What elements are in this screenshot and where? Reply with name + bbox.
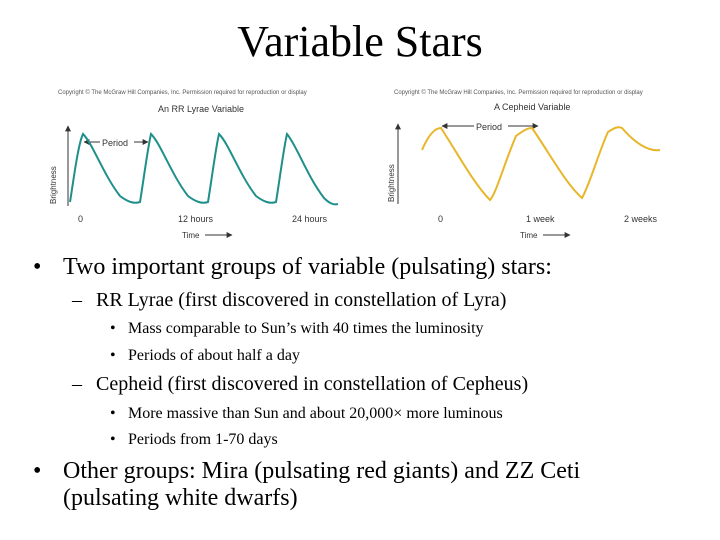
cepheid-copyright: Copyright © The McGraw Hill Companies, I… [394, 89, 643, 96]
rr-lyrae-figure: Copyright © The McGraw Hill Companies, I… [48, 84, 348, 244]
cepheid-period-label: Period [476, 122, 502, 132]
bullet-rr-lyrae-point-1: • Mass comparable to Sun’s with 40 times… [110, 319, 484, 339]
rr-lyrae-tick-2: 24 hours [292, 214, 328, 224]
bullet-marker: • [33, 458, 42, 484]
bullet-cepheid-point-1: • More massive than Sun and about 20,000… [110, 404, 503, 424]
bullet-cepheid: – Cepheid (first discovered in constella… [72, 372, 529, 396]
rr-lyrae-curve [69, 131, 339, 206]
bullet-groups: • Two important groups of variable (puls… [33, 254, 703, 281]
bullet-rr-lyrae-point-1-text: Mass comparable to Sun’s with 40 times t… [128, 320, 484, 337]
bullet-rr-lyrae: – RR Lyrae (first discovered in constell… [72, 288, 507, 312]
slide-title: Variable Stars [237, 17, 483, 66]
cepheid-xlabel: Time [520, 231, 538, 240]
rr-lyrae-period-label: Period [102, 138, 128, 148]
cepheid-tick-2: 2 weeks [624, 214, 658, 224]
rr-lyrae-period-bg [100, 136, 134, 148]
rr-lyrae-xlabel: Time [182, 231, 200, 240]
bullet-rr-lyrae-point-2: • Periods of about half a day [110, 346, 300, 366]
dash-marker: – [72, 373, 82, 395]
bullet-other-groups-line-1: Other groups: Mira (pulsating red giants… [63, 458, 581, 484]
dash-marker: – [72, 289, 82, 311]
cepheid-figure: Copyright © The McGraw Hill Companies, I… [386, 84, 676, 244]
cepheid-tick-1: 1 week [526, 214, 555, 224]
rr-lyrae-copyright: Copyright © The McGraw Hill Companies, I… [58, 89, 307, 96]
bullet-marker: • [33, 254, 42, 280]
cepheid-curve [421, 126, 661, 202]
bullet-marker: • [110, 405, 116, 422]
rr-lyrae-ylabel: Brightness [49, 166, 58, 204]
bullet-marker: • [110, 320, 116, 337]
bullet-groups-text: Two important groups of variable (pulsat… [63, 254, 552, 280]
bullet-other-groups: • Other groups: Mira (pulsating red gian… [33, 458, 703, 512]
bullet-cepheid-point-2-text: Periods from 1-70 days [128, 431, 278, 448]
cepheid-tick-0: 0 [438, 214, 443, 224]
bullet-marker: • [110, 431, 116, 448]
bullet-rr-lyrae-text: RR Lyrae (first discovered in constellat… [96, 289, 507, 311]
rr-lyrae-tick-1: 12 hours [178, 214, 214, 224]
rr-lyrae-light-curve-svg: Copyright © The McGraw Hill Companies, I… [49, 89, 339, 240]
rr-lyrae-tick-0: 0 [78, 214, 83, 224]
cepheid-ylabel: Brightness [387, 164, 396, 202]
cepheid-period-bg [474, 120, 508, 132]
cepheid-caption: A Cepheid Variable [494, 102, 570, 112]
bullet-marker: • [110, 347, 116, 364]
bullet-cepheid-point-2: • Periods from 1-70 days [110, 430, 278, 450]
bullet-other-groups-line-2: (pulsating white dwarfs) [63, 485, 298, 511]
bullet-rr-lyrae-point-2-text: Periods of about half a day [128, 347, 300, 364]
cepheid-light-curve-svg: Copyright © The McGraw Hill Companies, I… [387, 89, 661, 240]
bullet-cepheid-text: Cepheid (first discovered in constellati… [96, 373, 529, 395]
bullet-cepheid-point-1-text: More massive than Sun and about 20,000× … [128, 405, 503, 422]
rr-lyrae-caption: An RR Lyrae Variable [158, 104, 244, 114]
